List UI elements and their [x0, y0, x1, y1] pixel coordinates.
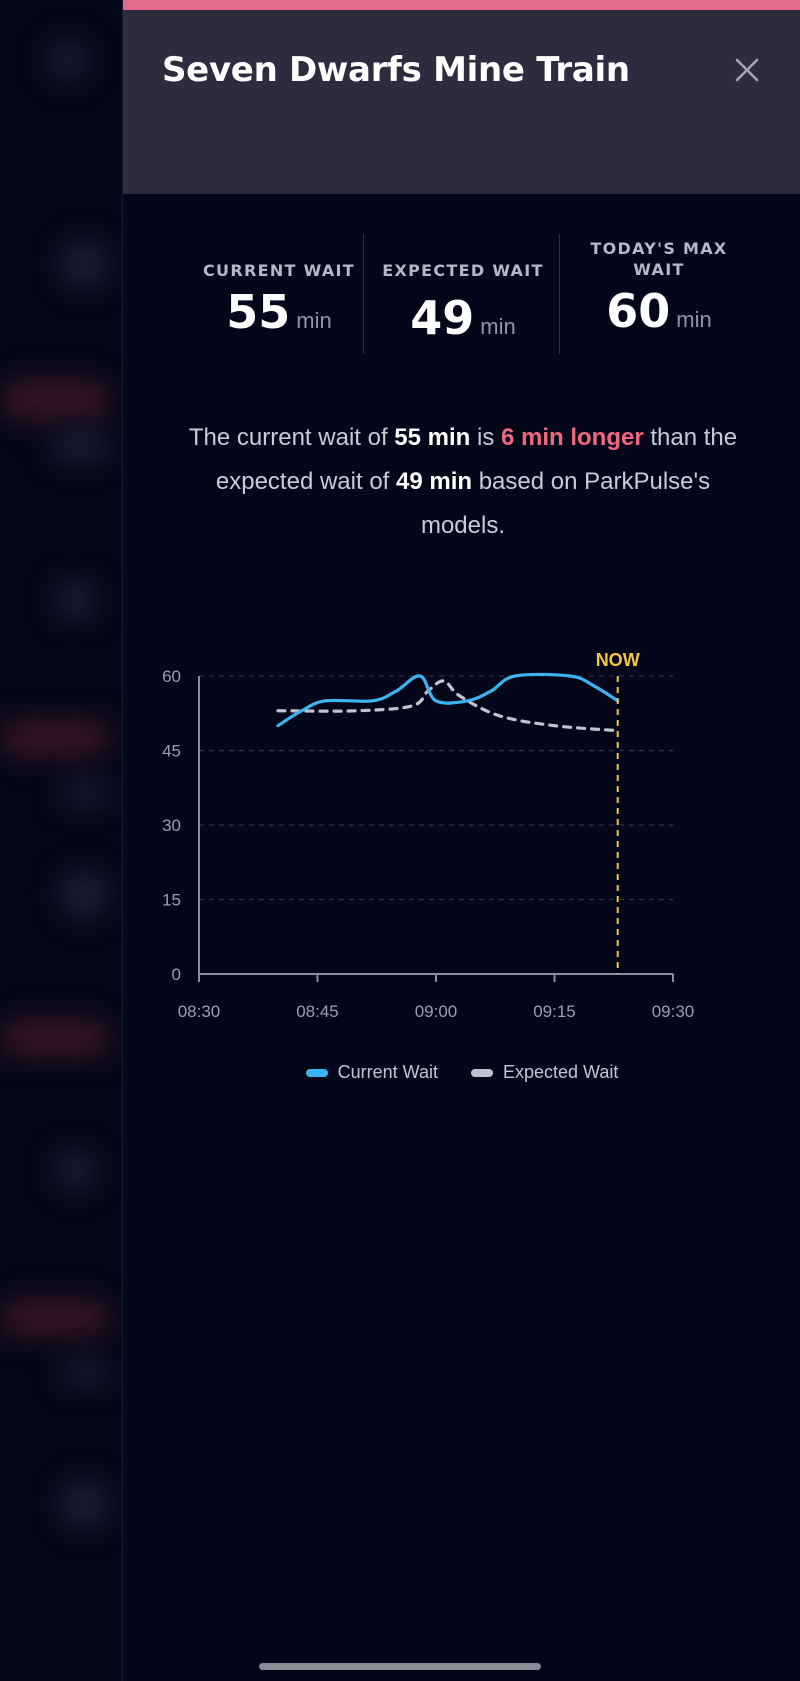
y-tick-label: 45: [162, 742, 181, 761]
stat-value: 49: [410, 291, 475, 345]
stat-label: Expected Wait: [382, 261, 544, 280]
y-tick-label: 0: [172, 965, 181, 984]
legend-current-wait: Current Wait: [305, 1062, 438, 1083]
ride-detail-panel: Seven Dwarfs Mine Train Current Wait 55 m…: [122, 0, 800, 1681]
current-wait-highlight: 55 min: [394, 424, 471, 451]
stat-expected-wait: Expected Wait 49 min: [365, 260, 561, 380]
close-button[interactable]: [731, 54, 763, 86]
home-indicator: [259, 1663, 541, 1670]
divider: [363, 234, 364, 354]
wait-stats: Current Wait 55 min Expected Wait 49 min T…: [181, 234, 781, 354]
stat-value: 55: [226, 285, 291, 339]
now-marker-label: NOW: [596, 650, 640, 670]
stat-unit: min: [676, 307, 712, 332]
stat-label: Today's Max Wait: [590, 239, 728, 279]
x-tick-label: 09:15: [533, 1002, 576, 1020]
wait-time-chart: 0 15 30 45 60 08:30 08:45 09:00 09:15 09:30 NOW: [162, 650, 695, 1020]
stat-unit: min: [480, 314, 516, 339]
panel-header: Seven Dwarfs Mine Train: [123, 0, 800, 194]
stat-max-wait: Today's Max Wait 60 min: [561, 238, 757, 358]
wait-comparison-message: The current wait of 55 min is 6 min long…: [188, 424, 738, 539]
stat-label: Current Wait: [203, 261, 355, 280]
expected-wait-swatch: [470, 1069, 493, 1078]
y-tick-label: 30: [162, 816, 181, 835]
current-wait-line: [276, 672, 620, 728]
legend-expected-wait: Expected Wait: [470, 1062, 618, 1083]
difference-highlight: 6 min longer: [501, 424, 644, 451]
x-tick-label: 08:45: [296, 1002, 339, 1020]
y-tick-label: 60: [162, 667, 181, 686]
expected-wait-line: [276, 679, 620, 733]
stat-unit: min: [296, 308, 332, 333]
stat-current-wait: Current Wait 55 min: [181, 260, 377, 380]
divider: [559, 234, 560, 354]
x-tick-label: 08:30: [178, 1002, 221, 1020]
close-icon: [735, 58, 759, 82]
x-tick-label: 09:00: [415, 1002, 458, 1020]
stat-value: 60: [606, 284, 671, 338]
background-list-blurred: [0, 0, 122, 1681]
current-wait-swatch: [305, 1069, 328, 1078]
x-tick-label: 09:30: [652, 1002, 695, 1020]
y-tick-label: 15: [162, 891, 181, 910]
chart-legend: Current Wait Expected Wait: [123, 1062, 800, 1083]
ride-title: Seven Dwarfs Mine Train: [162, 50, 630, 90]
expected-wait-highlight: 49 min: [396, 468, 473, 495]
